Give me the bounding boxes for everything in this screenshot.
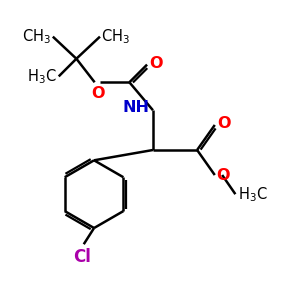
Text: CH$_3$: CH$_3$	[22, 27, 51, 46]
Text: NH: NH	[122, 100, 149, 116]
Text: O: O	[149, 56, 163, 70]
Text: CH$_3$: CH$_3$	[101, 27, 130, 46]
Text: H$_3$C: H$_3$C	[238, 185, 267, 203]
Text: H$_3$C: H$_3$C	[27, 67, 56, 86]
Text: O: O	[92, 86, 105, 101]
Text: O: O	[217, 116, 231, 131]
Text: Cl: Cl	[73, 248, 91, 266]
Text: O: O	[216, 168, 230, 183]
